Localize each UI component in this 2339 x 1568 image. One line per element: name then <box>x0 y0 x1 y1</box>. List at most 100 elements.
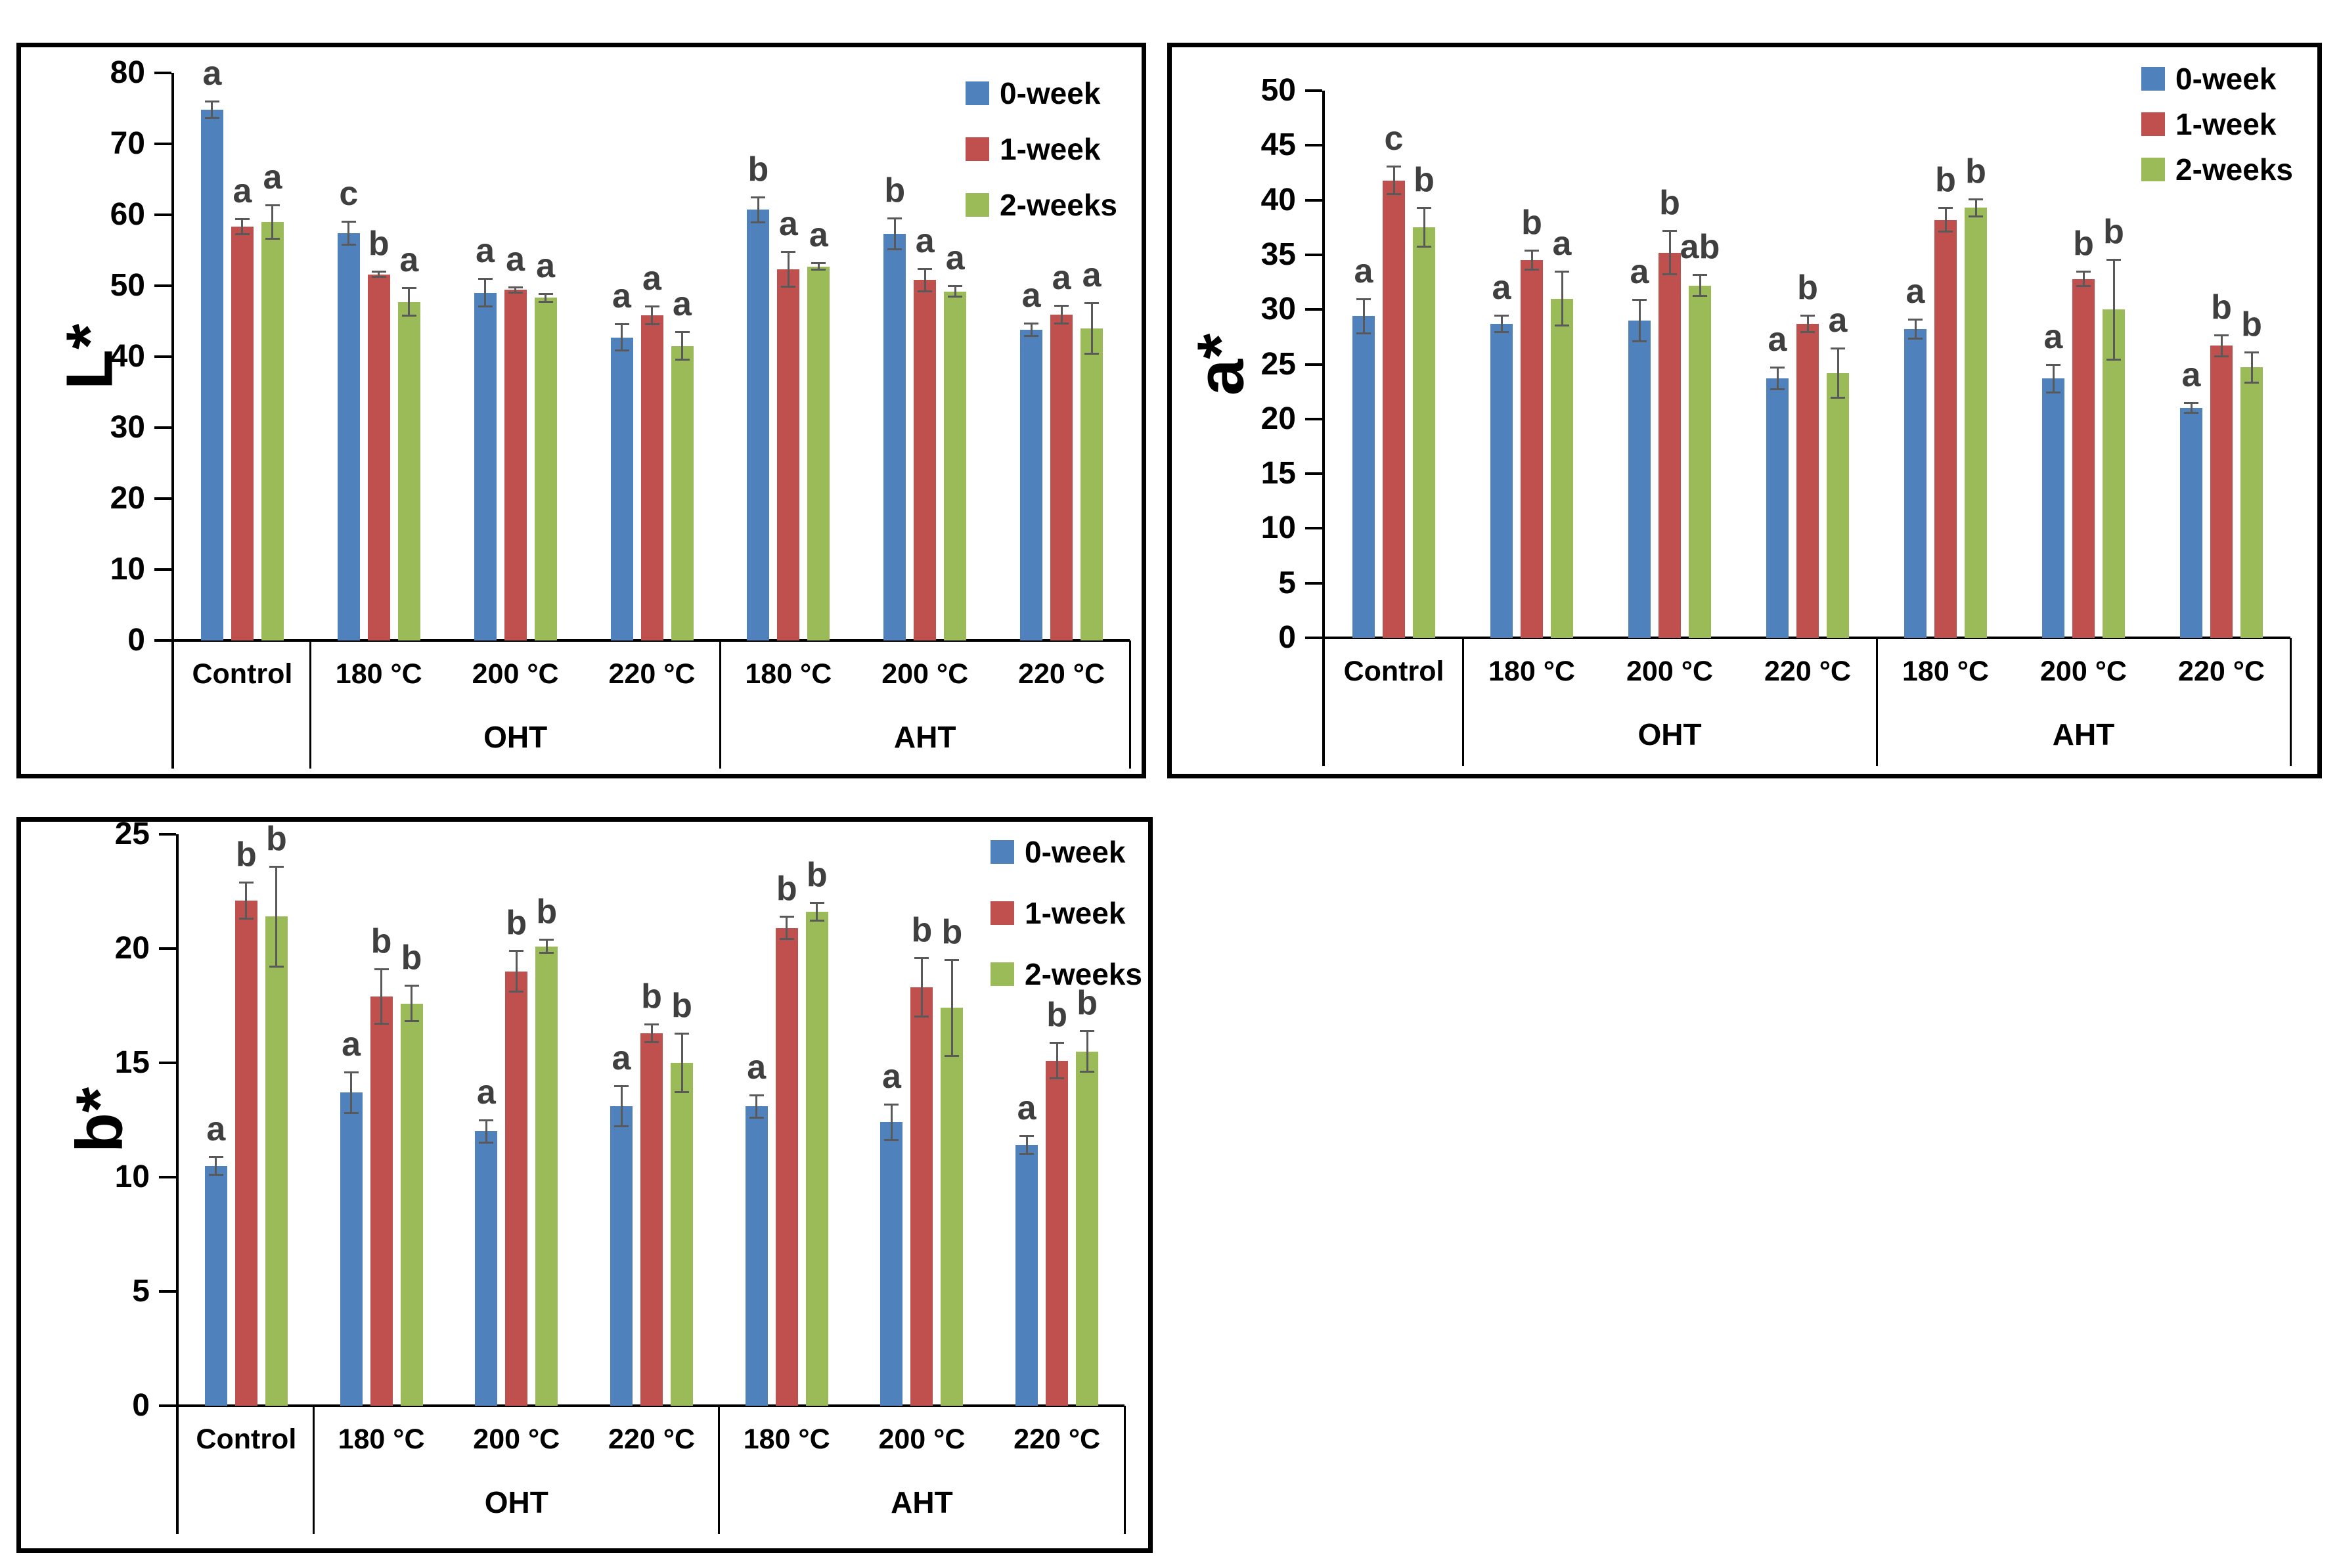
bar-0-week-group3 <box>1766 378 1789 638</box>
category-label-4: 180 °C <box>1902 656 1989 687</box>
bar-2-weeks-group5 <box>2103 309 2125 638</box>
error-bar-cap <box>2076 285 2091 288</box>
legend-swatch-1-week <box>966 137 989 161</box>
y-tick <box>1305 363 1322 366</box>
category-label-2: 200 °C <box>472 658 559 690</box>
significance-letter: a <box>642 259 661 298</box>
error-bar-cap <box>884 1139 899 1142</box>
chart-panel-bstar: b* 0 5 10 15 20 25 a a a a a a a b b b b b b b b b b b b b b Contro… <box>16 817 1153 1553</box>
y-tick-label: 40 <box>1260 182 1296 217</box>
error-bar <box>2112 259 2115 360</box>
category-label-1: 180 °C <box>335 658 422 690</box>
error-bar-cap <box>887 217 902 220</box>
error-bar-cap <box>538 292 553 295</box>
bar-1-week-group6 <box>2210 346 2233 638</box>
y-tick <box>1305 637 1322 639</box>
category-label-4: 180 °C <box>745 658 832 690</box>
y-tick <box>1305 581 1322 585</box>
error-bar-cap <box>1555 270 1569 273</box>
error-bar-cap <box>508 291 523 294</box>
y-tick-label: 50 <box>1260 73 1296 108</box>
category-label-6: 220 °C <box>2178 656 2265 687</box>
error-bar-cap <box>269 865 284 868</box>
bar-2-weeks-group2 <box>1689 285 1711 638</box>
significance-letter: b <box>671 986 692 1025</box>
significance-letter: a <box>1905 273 1925 311</box>
y-tick-label: 40 <box>110 339 145 374</box>
legend-swatch-0-week <box>991 840 1014 864</box>
significance-letter: a <box>506 240 525 279</box>
significance-letter: a <box>202 55 222 93</box>
error-bar-cap <box>401 315 416 317</box>
bar-2-weeks-group4 <box>805 912 828 1406</box>
error-bar-cap <box>2244 351 2259 354</box>
error-bar-cap <box>1080 1030 1095 1033</box>
error-bar <box>1056 1042 1058 1079</box>
significance-letter: a <box>1021 277 1041 315</box>
chart-panel-astar: a* 0 5 10 15 20 25 30 35 40 45 50 a a a a a a a c b b b b b b b a a… <box>1167 43 2322 778</box>
significance-letter: a <box>612 1039 631 1077</box>
significance-letter: a <box>1630 253 1649 292</box>
significance-letter: b <box>506 904 527 943</box>
y-tick-label: 80 <box>110 55 145 90</box>
category-label-5: 200 °C <box>2040 656 2127 687</box>
significance-letter: a <box>1052 259 1071 298</box>
error-bar-cap <box>238 917 254 920</box>
error-bar <box>681 332 683 361</box>
significance-letter: b <box>1965 152 1986 190</box>
error-bar-cap <box>779 916 794 918</box>
error-bar <box>245 882 248 919</box>
bar-2-weeks-group5 <box>941 1008 964 1406</box>
error-bar-cap <box>1080 1070 1095 1073</box>
error-bar-cap <box>887 248 902 250</box>
bar-2-weeks-group3 <box>1827 372 1849 638</box>
category-label-3: 220 °C <box>608 1423 695 1455</box>
significance-letter: b <box>1414 161 1435 200</box>
error-bar <box>893 218 896 250</box>
significance-letter: a <box>1768 321 1787 359</box>
significance-letter: b <box>2241 305 2262 344</box>
bar-1-week-group4 <box>777 269 800 640</box>
significance-letter: b <box>2103 212 2124 251</box>
bar-2-weeks-group1 <box>1551 298 1573 638</box>
category-label-1: 180 °C <box>338 1423 425 1455</box>
bar-1-week-group2 <box>505 971 528 1406</box>
error-bar-cap <box>1054 323 1069 325</box>
error-bar-cap <box>538 300 553 303</box>
error-bar-cap <box>265 237 280 240</box>
error-bar-cap <box>1494 314 1509 317</box>
error-bar <box>485 1120 487 1143</box>
y-tick <box>154 143 171 145</box>
y-tick-label: 0 <box>132 1388 150 1423</box>
legend-swatch-0-week <box>966 81 989 105</box>
error-bar <box>271 204 274 239</box>
error-bar-cap <box>675 331 690 334</box>
error-bar-cap <box>614 1125 629 1128</box>
y-tick-label: 20 <box>114 931 150 966</box>
bar-1-week-group4 <box>1934 219 1957 638</box>
plot-area-bstar: 0 5 10 15 20 25 a a a a a a a b b b b b b b b b b b b b b Control 18… <box>21 817 1148 1548</box>
error-bar <box>755 1094 758 1118</box>
bar-1-week-group1 <box>1521 260 1543 638</box>
y-tick <box>1305 253 1322 256</box>
bar-0-week-group2 <box>475 1131 498 1406</box>
error-bar-cap <box>2106 258 2121 261</box>
legend-swatch-2-weeks <box>2141 158 2165 181</box>
bar-0-week-group2 <box>474 292 497 640</box>
plot-area-astar: 0 5 10 15 20 25 30 35 40 45 50 a a a a a a a c b b b b b b b a ab a b… <box>1172 47 2317 774</box>
y-tick-label: 25 <box>114 817 150 851</box>
error-bar-cap <box>478 278 493 280</box>
plot-area-lstar: 0 10 20 30 40 50 60 70 80 a c a a b b a a b a a a a a a a a a a a a Co… <box>21 47 1142 774</box>
error-bar-cap <box>478 305 493 308</box>
y-tick-label: 70 <box>110 126 145 161</box>
group-label-aht: AHT <box>891 1485 953 1519</box>
error-bar <box>950 960 953 1056</box>
bar-0-week-group6 <box>1015 1145 1038 1406</box>
y-tick-label: 10 <box>1260 510 1296 546</box>
error-bar-cap <box>1050 1041 1065 1044</box>
table-separator <box>309 640 312 769</box>
error-bar <box>1362 298 1365 334</box>
y-tick <box>154 213 171 216</box>
significance-letter: ab <box>1680 227 1720 266</box>
error-bar <box>1914 319 1917 340</box>
